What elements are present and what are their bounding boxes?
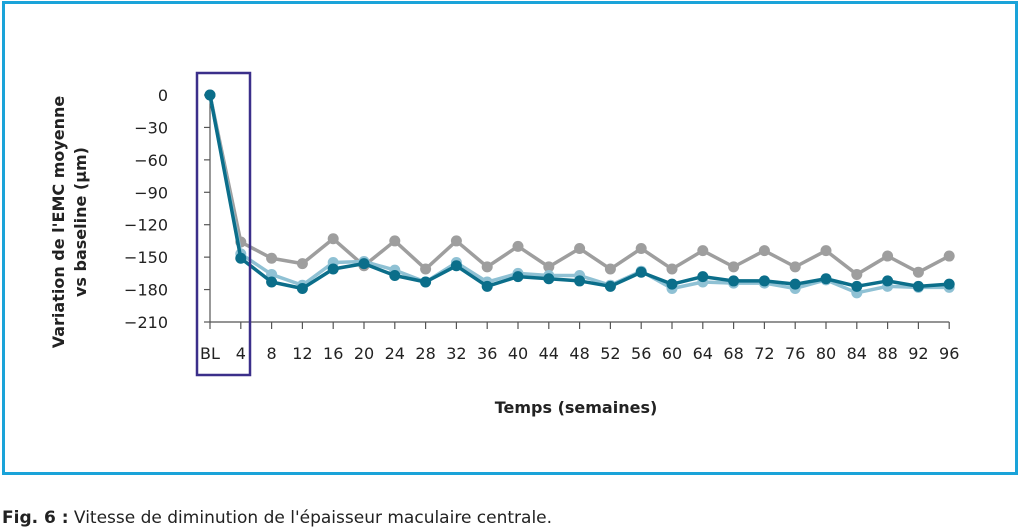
data-point xyxy=(851,280,863,292)
y-tick-label: 0 xyxy=(158,86,168,105)
data-point xyxy=(943,278,955,290)
caption-text: Vitesse de diminution de l'épaisseur mac… xyxy=(68,508,553,528)
x-tick-label: 52 xyxy=(600,344,620,363)
line-chart: Variation de l'EMC moyenne vs baseline (… xyxy=(49,71,959,417)
data-point xyxy=(789,278,801,290)
y-tick-label: −210 xyxy=(124,313,168,332)
data-point xyxy=(789,261,801,273)
x-tick-label: 72 xyxy=(754,344,774,363)
x-tick-label: 8 xyxy=(267,344,277,363)
y-tick-label: −60 xyxy=(134,151,168,170)
y-axis-title-line1: Variation de l'EMC moyenne xyxy=(49,96,68,349)
x-tick-label: 4 xyxy=(236,344,246,363)
series-2 xyxy=(204,89,955,299)
data-point xyxy=(420,263,432,275)
x-tick-label: 80 xyxy=(816,344,836,363)
data-point xyxy=(512,240,524,252)
data-point xyxy=(882,250,894,262)
y-tick-label: −30 xyxy=(134,118,168,137)
series-line xyxy=(208,94,950,295)
data-point xyxy=(266,252,278,264)
x-tick-label: 48 xyxy=(569,344,589,363)
y-tick-label: −180 xyxy=(124,281,168,300)
x-tick-label: 20 xyxy=(354,344,374,363)
x-tick-label: 92 xyxy=(908,344,928,363)
series-1 xyxy=(204,89,955,280)
x-tick-label: 36 xyxy=(477,344,497,363)
series-group xyxy=(204,89,955,299)
y-axis-title-line2: vs baseline (µm) xyxy=(71,147,90,297)
data-point xyxy=(543,273,555,285)
data-point xyxy=(574,275,586,287)
y-tick-label: −120 xyxy=(124,216,168,235)
y-tick-label: −90 xyxy=(134,183,168,202)
data-point xyxy=(296,282,308,294)
data-point xyxy=(389,270,401,282)
data-point xyxy=(481,280,493,292)
x-tick-label: 12 xyxy=(292,344,312,363)
data-point xyxy=(296,258,308,270)
data-point xyxy=(820,273,832,285)
x-tick-label: 28 xyxy=(415,344,435,363)
chart-frame xyxy=(2,1,1018,475)
x-tick-label: 76 xyxy=(785,344,805,363)
data-point xyxy=(450,260,462,272)
data-point xyxy=(912,266,924,278)
data-point xyxy=(820,245,832,257)
figure-caption: Fig. 6 : Vitesse de diminution de l'épai… xyxy=(2,508,552,528)
x-tick-label: 44 xyxy=(539,344,559,363)
x-tick-label: 68 xyxy=(723,344,743,363)
data-point xyxy=(697,271,709,283)
series-3 xyxy=(204,89,955,294)
data-point xyxy=(728,275,740,287)
highlight-box xyxy=(195,71,252,377)
data-point xyxy=(235,252,247,264)
data-point xyxy=(912,280,924,292)
x-tick-label: 16 xyxy=(323,344,343,363)
data-point xyxy=(851,268,863,280)
data-point xyxy=(882,275,894,287)
data-point xyxy=(666,263,678,275)
data-point xyxy=(266,276,278,288)
x-axis-title: Temps (semaines) xyxy=(495,398,658,417)
data-point xyxy=(635,266,647,278)
data-point xyxy=(666,278,678,290)
data-point xyxy=(943,250,955,262)
x-tick-label: 24 xyxy=(385,344,405,363)
data-point xyxy=(728,261,740,273)
data-point xyxy=(574,242,586,254)
data-point xyxy=(697,245,709,257)
x-tick-label: BL xyxy=(200,344,220,363)
data-point xyxy=(543,261,555,273)
data-point xyxy=(758,245,770,257)
data-point xyxy=(327,233,339,245)
data-point xyxy=(512,271,524,283)
data-point xyxy=(266,268,278,280)
x-tick-label: 64 xyxy=(693,344,713,363)
data-point xyxy=(604,263,616,275)
data-point xyxy=(481,261,493,273)
data-point xyxy=(420,276,432,288)
x-tick-label: 40 xyxy=(508,344,528,363)
data-point xyxy=(358,258,370,270)
x-tick-label: 96 xyxy=(939,344,959,363)
data-point xyxy=(635,242,647,254)
x-tick-label: 88 xyxy=(877,344,897,363)
x-tick-label: 56 xyxy=(631,344,651,363)
data-point xyxy=(604,280,616,292)
data-point xyxy=(204,89,216,101)
x-tick-label: 60 xyxy=(662,344,682,363)
data-point xyxy=(389,235,401,247)
y-axis-title: Variation de l'EMC moyenne vs baseline (… xyxy=(49,96,90,349)
data-point xyxy=(450,235,462,247)
caption-label: Fig. 6 : xyxy=(2,508,69,528)
x-tick-label: 32 xyxy=(446,344,466,363)
data-point xyxy=(327,263,339,275)
y-tick-label: −150 xyxy=(124,248,168,267)
x-tick-label: 84 xyxy=(847,344,867,363)
data-point xyxy=(758,275,770,287)
